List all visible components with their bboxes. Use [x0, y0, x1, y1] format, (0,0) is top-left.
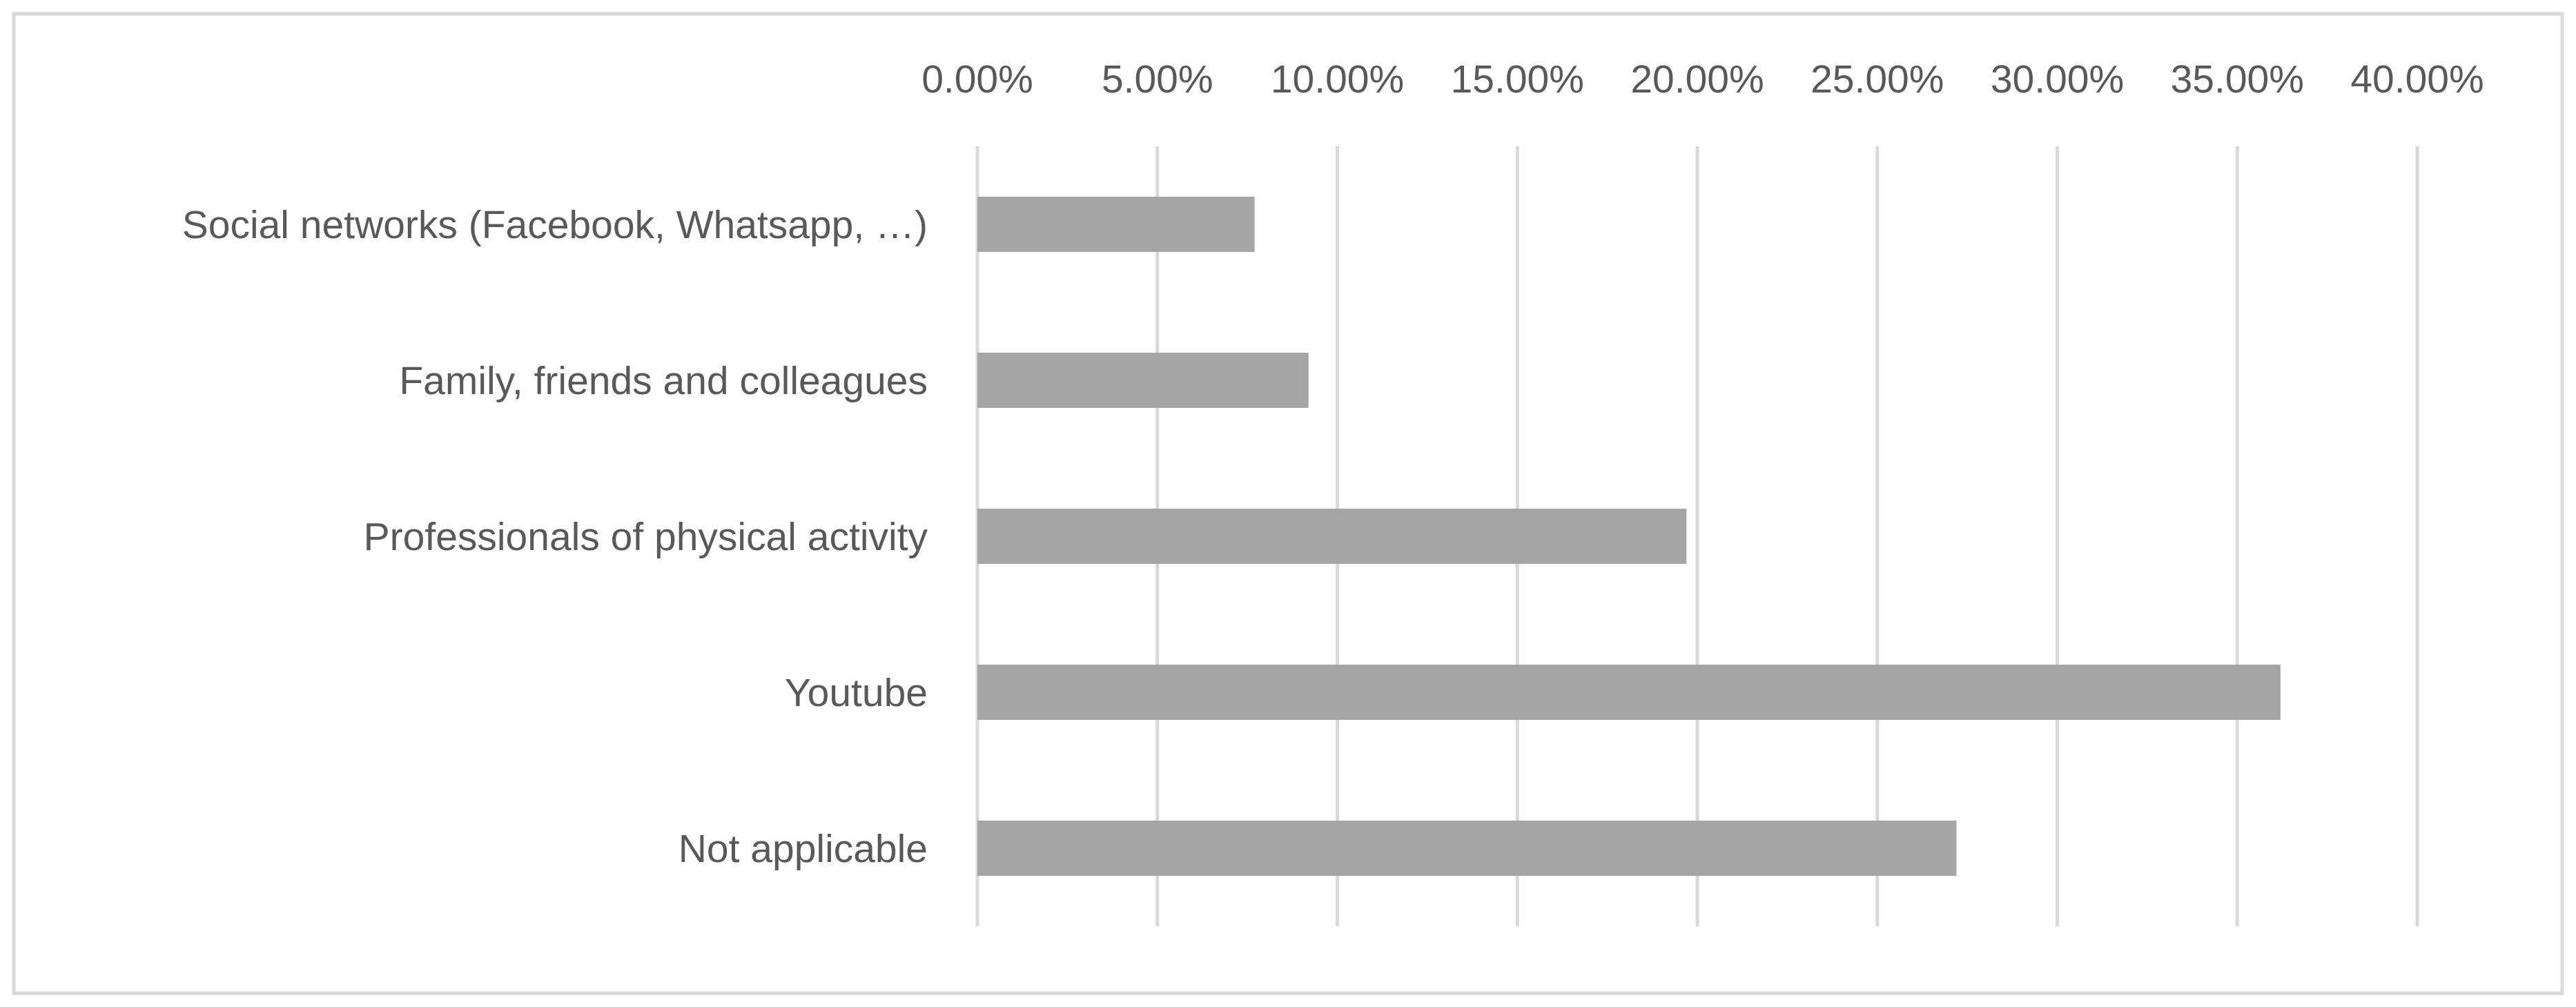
bar — [977, 197, 1255, 252]
category-label: Youtube — [785, 671, 928, 715]
bar — [977, 353, 1309, 408]
bar — [977, 821, 1957, 876]
x-tick-label: 25.00% — [1811, 57, 1944, 101]
bar — [977, 509, 1687, 564]
x-tick-label: 30.00% — [1991, 57, 2124, 101]
x-tick-labels: 0.00% 5.00% 10.00% 15.00% 20.00% 25.00% 30.00%… — [921, 57, 2484, 101]
category-labels: Social networks (Facebook, Whatsapp, …) F… — [182, 203, 928, 871]
category-label: Professionals of physical activity — [364, 515, 928, 559]
x-tick-label: 5.00% — [1102, 57, 1213, 101]
category-label: Social networks (Facebook, Whatsapp, …) — [182, 203, 928, 247]
gridlines — [975, 146, 2419, 926]
category-label: Family, friends and colleagues — [399, 359, 928, 403]
bars — [977, 197, 2281, 876]
x-tick-label: 40.00% — [2350, 57, 2484, 101]
x-tick-label: 35.00% — [2171, 57, 2304, 101]
x-tick-label: 15.00% — [1451, 57, 1584, 101]
x-tick-label: 20.00% — [1630, 57, 1764, 101]
x-tick-label: 10.00% — [1271, 57, 1404, 101]
bar — [977, 665, 2281, 720]
category-label: Not applicable — [679, 827, 928, 871]
x-tick-label: 0.00% — [921, 57, 1033, 101]
